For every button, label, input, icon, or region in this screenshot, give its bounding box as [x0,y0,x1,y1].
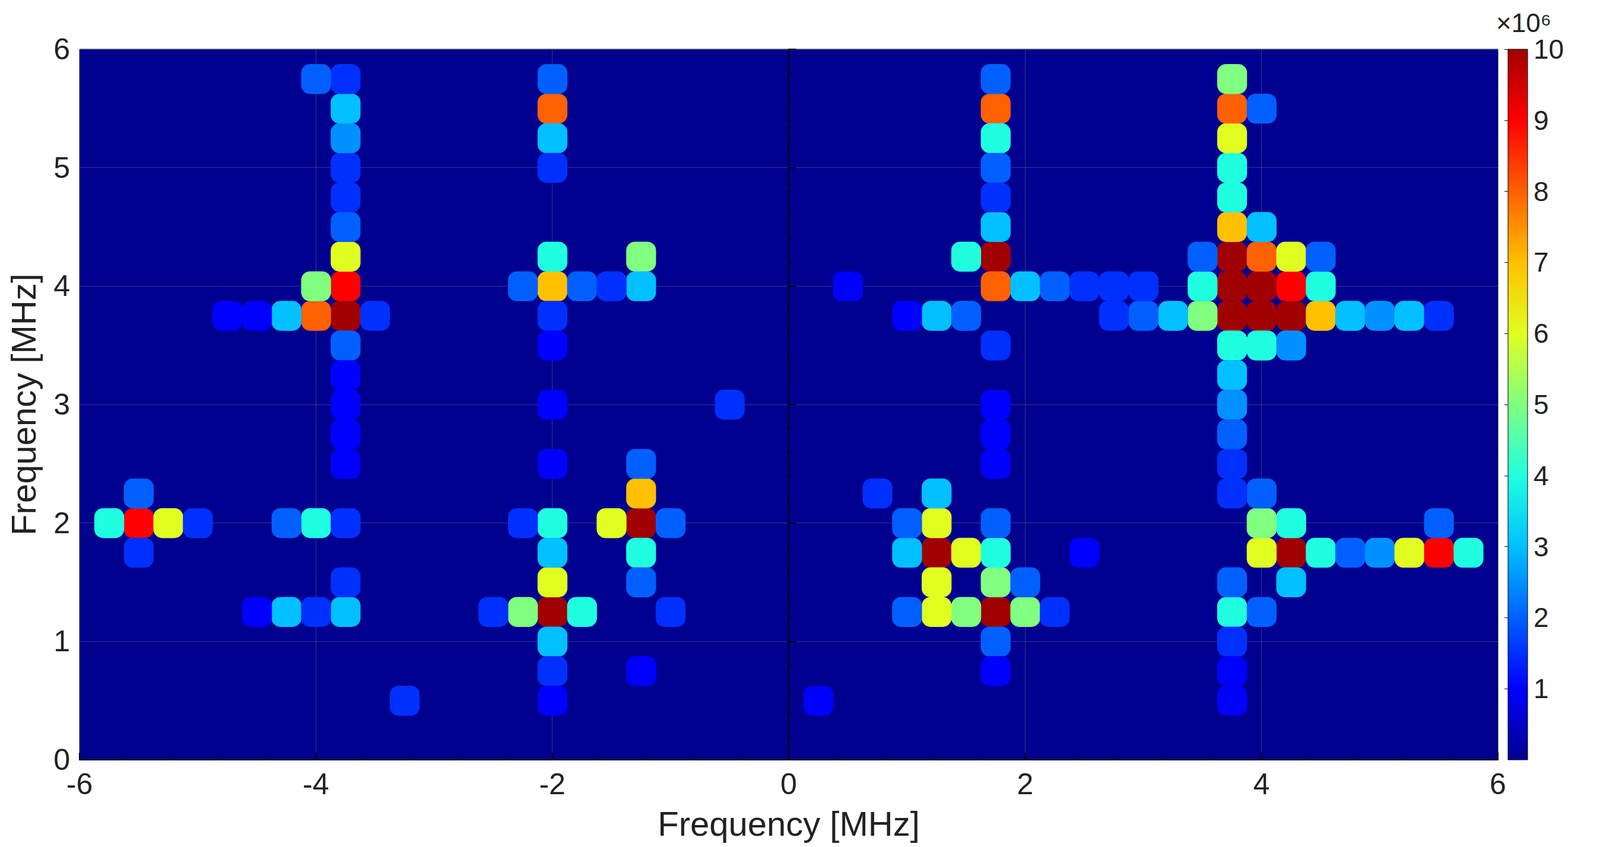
svg-text:9: 9 [1533,105,1549,136]
svg-text:0: 0 [780,767,798,802]
svg-text:-4: -4 [302,767,329,802]
svg-text:1: 1 [53,624,71,659]
svg-text:4: 4 [53,269,71,303]
svg-text:3: 3 [53,388,71,422]
svg-text:Frequency [MHz]: Frequency [MHz] [657,804,920,844]
svg-text:2: 2 [1016,767,1034,802]
svg-text:-6: -6 [66,767,93,802]
svg-text:×10⁶: ×10⁶ [1496,8,1552,38]
svg-text:2: 2 [1533,602,1549,634]
svg-text:Frequency [MHz]: Frequency [MHz] [4,273,43,536]
svg-text:1: 1 [1533,673,1549,705]
svg-text:6: 6 [1489,767,1507,802]
svg-text:2: 2 [53,506,71,541]
svg-text:3: 3 [1533,531,1549,563]
svg-text:0: 0 [53,743,71,777]
svg-text:4: 4 [1253,767,1271,802]
svg-text:-2: -2 [538,767,565,802]
svg-text:10: 10 [1533,33,1564,65]
svg-text:5: 5 [1533,389,1549,421]
svg-text:5: 5 [53,151,71,185]
svg-text:7: 7 [1533,246,1549,278]
svg-text:8: 8 [1533,176,1549,208]
svg-text:4: 4 [1533,460,1549,492]
svg-text:6: 6 [1533,318,1549,349]
svg-text:6: 6 [53,32,71,66]
